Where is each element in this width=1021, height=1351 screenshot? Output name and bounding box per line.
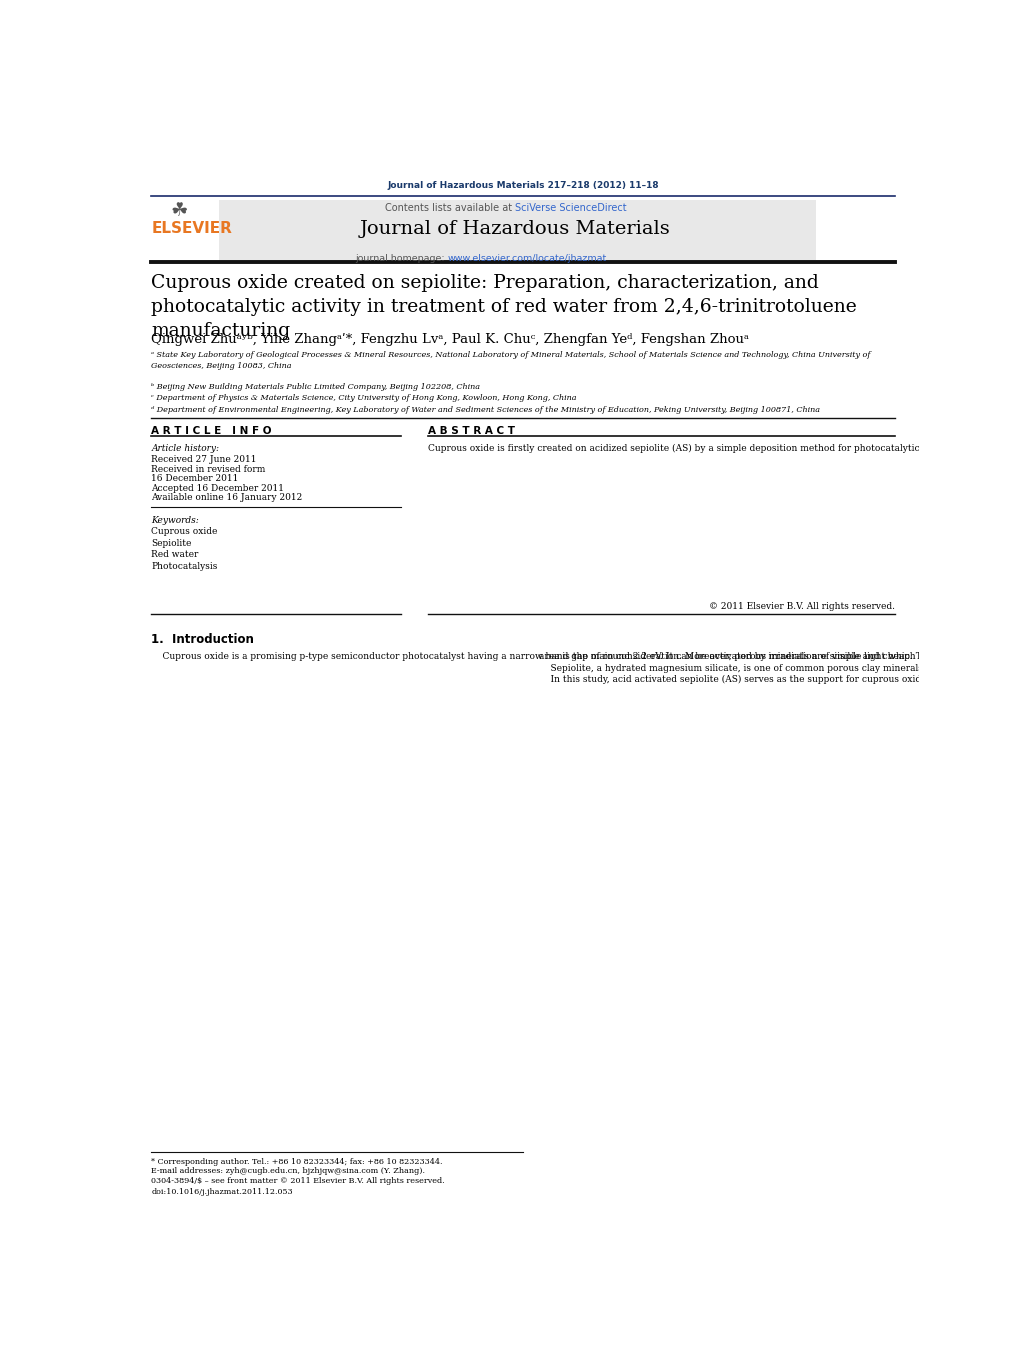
Text: Keywords:: Keywords: — [151, 516, 199, 524]
Text: Photocatalysis: Photocatalysis — [151, 562, 217, 570]
Text: A R T I C L E   I N F O: A R T I C L E I N F O — [151, 427, 272, 436]
Text: area is the main consideration. Moreover, porous minerals are simple and cheap. : area is the main consideration. Moreover… — [539, 653, 1021, 685]
Text: Cuprous oxide: Cuprous oxide — [151, 527, 217, 536]
Text: Received in revised form: Received in revised form — [151, 465, 265, 474]
Text: A B S T R A C T: A B S T R A C T — [428, 427, 516, 436]
Text: SciVerse ScienceDirect: SciVerse ScienceDirect — [516, 203, 627, 212]
Text: journal homepage:: journal homepage: — [355, 254, 448, 262]
Text: 1.  Introduction: 1. Introduction — [151, 634, 254, 646]
Text: ELSEVIER: ELSEVIER — [151, 222, 232, 236]
Text: 0304-3894/$ – see front matter © 2011 Elsevier B.V. All rights reserved.: 0304-3894/$ – see front matter © 2011 El… — [151, 1178, 445, 1185]
Text: Qingwei Zhuᵃʸᵇ, Yihe Zhangᵃʹ*, Fengzhu Lvᵃ, Paul K. Chuᶜ, Zhengfan Yeᵈ, Fengshan: Qingwei Zhuᵃʸᵇ, Yihe Zhangᵃʹ*, Fengzhu L… — [151, 332, 749, 346]
Text: Red water: Red water — [151, 550, 199, 559]
Text: 16 December 2011: 16 December 2011 — [151, 474, 239, 484]
Text: Journal of Hazardous Materials: Journal of Hazardous Materials — [360, 220, 671, 238]
Text: ᵃ State Key Laboratory of Geological Processes & Mineral Resources, National Lab: ᵃ State Key Laboratory of Geological Pro… — [151, 351, 871, 370]
Text: * Corresponding author. Tel.: +86 10 82323344; fax: +86 10 82323344.: * Corresponding author. Tel.: +86 10 823… — [151, 1158, 443, 1166]
Text: ᵈ Department of Environmental Engineering, Key Laboratory of Water and Sediment : ᵈ Department of Environmental Engineerin… — [151, 405, 820, 413]
Text: E-mail addresses: zyh@cugb.edu.cn, bjzhjqw@sina.com (Y. Zhang).: E-mail addresses: zyh@cugb.edu.cn, bjzhj… — [151, 1167, 426, 1175]
Text: ☘: ☘ — [171, 200, 188, 220]
Text: Available online 16 January 2012: Available online 16 January 2012 — [151, 493, 302, 503]
Text: Accepted 16 December 2011: Accepted 16 December 2011 — [151, 484, 285, 493]
Text: Cuprous oxide created on sepiolite: Preparation, characterization, and
photocata: Cuprous oxide created on sepiolite: Prep… — [151, 274, 857, 339]
Text: www.elsevier.com/locate/jhazmat: www.elsevier.com/locate/jhazmat — [448, 254, 607, 262]
Text: ᶜ Department of Physics & Materials Science, City University of Hong Kong, Kowlo: ᶜ Department of Physics & Materials Scie… — [151, 394, 577, 403]
Text: Article history:: Article history: — [151, 444, 220, 453]
Text: Sepiolite: Sepiolite — [151, 539, 192, 547]
Text: © 2011 Elsevier B.V. All rights reserved.: © 2011 Elsevier B.V. All rights reserved… — [710, 603, 895, 611]
Text: ᵇ Beijing New Building Materials Public Limited Company, Beijing 102208, China: ᵇ Beijing New Building Materials Public … — [151, 382, 480, 390]
Text: Received 27 June 2011: Received 27 June 2011 — [151, 455, 257, 465]
Text: Cuprous oxide is a promising p-type semiconductor photocatalyst having a narrow : Cuprous oxide is a promising p-type semi… — [151, 653, 1021, 661]
Text: Journal of Hazardous Materials 217–218 (2012) 11–18: Journal of Hazardous Materials 217–218 (… — [387, 181, 660, 190]
FancyBboxPatch shape — [218, 200, 816, 259]
Text: Contents lists available at: Contents lists available at — [385, 203, 516, 212]
Text: Cuprous oxide is firstly created on acidized sepiolite (AS) by a simple depositi: Cuprous oxide is firstly created on acid… — [428, 444, 1021, 453]
Text: doi:10.1016/j.jhazmat.2011.12.053: doi:10.1016/j.jhazmat.2011.12.053 — [151, 1188, 293, 1196]
